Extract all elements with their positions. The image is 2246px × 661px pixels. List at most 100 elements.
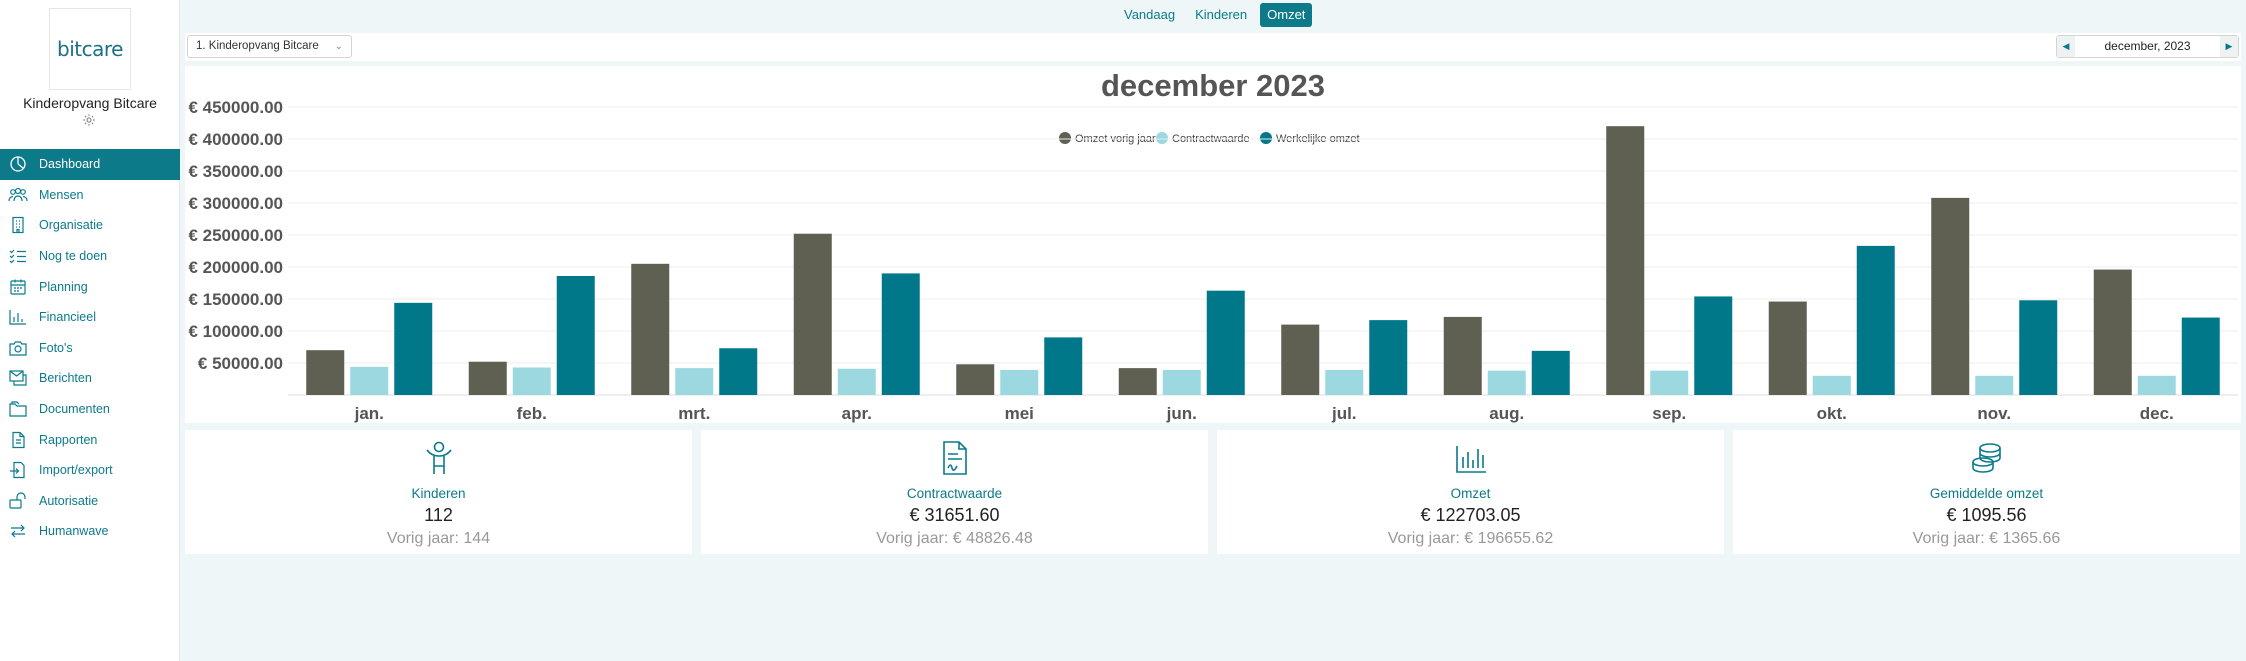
x-tick-label: sep. xyxy=(1652,404,1686,423)
bar xyxy=(881,273,920,395)
x-tick-label: dec. xyxy=(2140,404,2174,423)
bar xyxy=(350,366,389,395)
sidebar-item-label: Autorisatie xyxy=(39,493,99,508)
legend-swatch xyxy=(1156,132,1168,144)
revenue-chart-panel: december 2023 Omzet vorig jaar Contractwaa… xyxy=(185,66,2241,423)
sidebar-item-import-export[interactable]: Import/export xyxy=(0,455,180,486)
bar xyxy=(631,263,670,395)
tab-omzet[interactable]: Omzet xyxy=(1260,3,1313,27)
sidebar-item-nog-te-doen[interactable]: Nog te doen xyxy=(0,241,180,272)
bar xyxy=(719,348,758,395)
x-tick-label: nov. xyxy=(1977,404,2011,423)
view-tabs: Vandaag Kinderen Omzet xyxy=(1117,3,1313,27)
contract-icon xyxy=(943,441,967,475)
bar xyxy=(2019,300,2058,395)
stat-card-label: Kinderen xyxy=(411,486,466,501)
sidebar-item-humanwave[interactable]: Humanwave xyxy=(0,516,180,547)
x-tick-label: jul. xyxy=(1331,404,1357,423)
arrows-icon xyxy=(11,524,25,538)
bar xyxy=(837,368,876,395)
filter-bar: 1. Kinderopvang Bitcare ⌄ ◀ december, 20… xyxy=(185,33,2241,61)
bar xyxy=(1606,126,1645,395)
sidebar-item-organisatie[interactable]: Organisatie xyxy=(0,210,180,241)
sidebar-item-label: Mensen xyxy=(39,187,84,202)
folder-icon xyxy=(9,401,27,417)
legend-swatch xyxy=(1059,132,1071,144)
organization-name: Kinderopvang Bitcare xyxy=(23,95,157,111)
people-icon xyxy=(8,187,28,201)
chevron-down-icon: ⌄ xyxy=(334,41,343,52)
bar xyxy=(1000,370,1039,395)
stat-card-label: Gemiddelde omzet xyxy=(1929,486,2044,501)
bar xyxy=(1856,245,1895,395)
stat-card-kinderen: Kinderen 112 Vorig jaar: 144 xyxy=(185,430,692,554)
messages-icon xyxy=(9,370,27,387)
stat-card-contractwaarde: Contractwaarde € 31651.60 Vorig jaar: € … xyxy=(701,430,1208,554)
y-tick-label: € 150000.00 xyxy=(188,290,283,309)
bar xyxy=(1694,296,1733,395)
stat-card-value: 112 xyxy=(424,505,453,525)
bar xyxy=(1812,375,1851,395)
bar-chart-icon xyxy=(9,310,26,325)
organization-select[interactable]: 1. Kinderopvang Bitcare ⌄ xyxy=(187,35,352,58)
y-tick-label: € 450000.00 xyxy=(188,98,283,117)
bar xyxy=(556,275,595,395)
sidebar-item-planning[interactable]: Planning xyxy=(0,271,180,302)
y-tick-label: € 400000.00 xyxy=(188,130,283,149)
report-icon xyxy=(12,431,25,448)
revenue-chart-icon xyxy=(1456,446,1486,473)
import-export-icon xyxy=(10,462,25,479)
checklist-icon xyxy=(9,249,26,264)
y-tick-label: € 250000.00 xyxy=(188,226,283,245)
bar xyxy=(512,367,551,395)
sidebar-menu: Dashboard Mensen Organisatie Nog te doen… xyxy=(0,149,180,547)
dashboard-icon xyxy=(10,156,26,172)
coins-icon xyxy=(1972,443,2001,473)
sidebar-item-label: Organisatie xyxy=(39,218,103,233)
stat-card-previous: Vorig jaar: € 196655.62 xyxy=(1387,530,1554,547)
sidebar-item-dashboard[interactable]: Dashboard xyxy=(0,149,180,180)
tab-vandaag[interactable]: Vandaag xyxy=(1124,7,1176,22)
stat-card-value: € 1095.56 xyxy=(1946,505,2027,525)
stat-card-value: € 31651.60 xyxy=(909,505,1000,525)
sidebar: bitcare Kinderopvang Bitcare Dashboard M… xyxy=(0,0,180,661)
previous-period-button[interactable]: ◀ xyxy=(2057,36,2075,57)
x-tick-label: feb. xyxy=(517,404,547,423)
logo-text: bitcare xyxy=(57,37,123,61)
bar xyxy=(2093,269,2132,395)
building-icon xyxy=(12,217,24,234)
sidebar-item-label: Berichten xyxy=(39,371,92,386)
bar xyxy=(2181,317,2220,395)
sidebar-item-fotos[interactable]: Foto's xyxy=(0,333,180,364)
y-tick-label: € 100000.00 xyxy=(188,322,283,341)
stat-card-previous: Vorig jaar: € 48826.48 xyxy=(876,530,1033,547)
stat-card-previous: Vorig jaar: 144 xyxy=(386,530,491,547)
sidebar-item-financieel[interactable]: Financieel xyxy=(0,302,180,333)
x-tick-label: okt. xyxy=(1817,404,1847,423)
sidebar-item-label: Rapporten xyxy=(39,432,98,447)
legend-swatch xyxy=(1260,132,1272,144)
next-period-button[interactable]: ▶ xyxy=(2220,36,2238,57)
sidebar-item-label: Humanwave xyxy=(39,524,109,539)
bar xyxy=(2137,375,2176,395)
sidebar-item-autorisatie[interactable]: Autorisatie xyxy=(0,486,180,517)
period-control: ◀ december, 2023 ▶ xyxy=(2056,35,2239,58)
sidebar-item-berichten[interactable]: Berichten xyxy=(0,363,180,394)
bar xyxy=(1768,301,1807,395)
sidebar-item-mensen[interactable]: Mensen xyxy=(0,180,180,211)
sidebar-item-documenten[interactable]: Documenten xyxy=(0,394,180,425)
y-tick-label: € 200000.00 xyxy=(188,258,283,277)
bar xyxy=(1118,368,1157,395)
sidebar-item-rapporten[interactable]: Rapporten xyxy=(0,424,180,455)
sidebar-item-label: Dashboard xyxy=(39,157,101,172)
sidebar-item-label: Foto's xyxy=(39,340,73,355)
y-tick-label: € 50000.00 xyxy=(198,354,283,373)
x-tick-label: jan. xyxy=(354,404,384,423)
child-icon xyxy=(426,441,452,474)
tab-kinderen[interactable]: Kinderen xyxy=(1195,7,1248,22)
gear-icon[interactable] xyxy=(82,113,96,127)
sidebar-item-label: Nog te doen xyxy=(39,249,108,264)
bar xyxy=(1369,320,1408,395)
period-value: december, 2023 xyxy=(2104,39,2191,53)
bar xyxy=(1931,197,1970,395)
